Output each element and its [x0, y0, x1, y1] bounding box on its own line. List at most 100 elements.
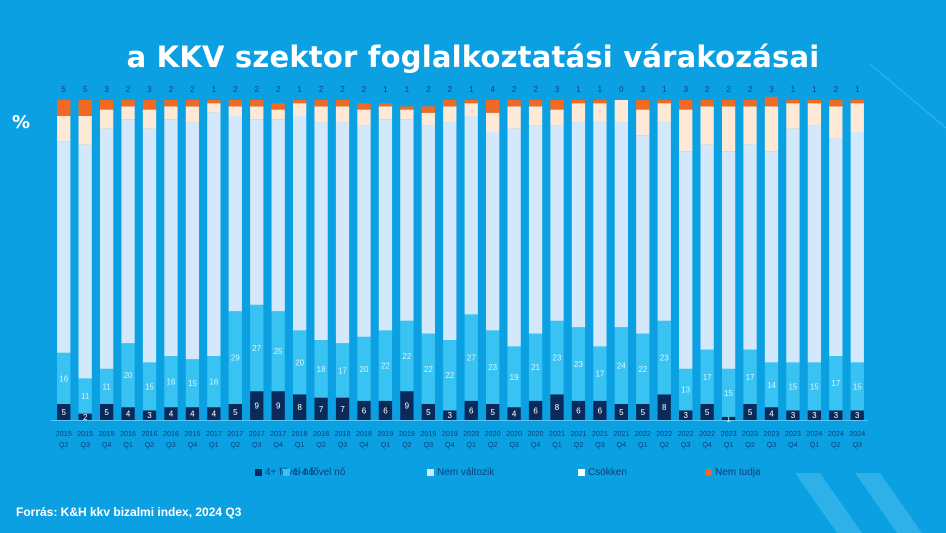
bar-segment-decrease: [207, 103, 221, 113]
x-tick-label-year: 2024: [828, 429, 844, 438]
bar-segment-decrease: [464, 103, 478, 116]
stacked-bar-chart: 51652015Q221152015Q351132015Q442022016Q1…: [26, 85, 868, 449]
x-tick-label-year: 2015: [56, 429, 72, 438]
bar-segment-no-change: [314, 122, 328, 341]
bar-segment-dont-know: [57, 100, 71, 116]
bar-segment-grow-1-4: [400, 320, 414, 392]
data-label: 9: [405, 402, 410, 411]
x-tick-label-quarter: Q3: [767, 440, 777, 449]
data-label: 3: [855, 411, 860, 420]
bar-stack: 9 22: [400, 106, 414, 420]
bar-segment-dont-know: [764, 96, 779, 107]
data-label: 22: [638, 365, 647, 374]
x-tick-label-year: 2019: [399, 429, 415, 438]
x-tick-label-quarter: Q2: [831, 440, 841, 449]
x-tick-label-quarter: Q1: [123, 440, 133, 449]
data-label: 7: [319, 405, 324, 414]
dont-know-label: 2: [319, 85, 324, 94]
bar-segment-no-change: [593, 122, 607, 347]
x-tick-label-quarter: Q4: [188, 440, 198, 449]
bar-segment-no-change: [721, 151, 736, 369]
bar-segment-decrease: [571, 103, 586, 123]
x-tick-label-quarter: Q4: [617, 440, 627, 449]
bar-segment-no-change: [528, 125, 543, 334]
bar-stack: 6 23: [571, 100, 586, 420]
dont-know-label: 1: [855, 85, 860, 94]
bar-segment-decrease: [593, 103, 607, 123]
bar-segment-no-change: [807, 125, 822, 363]
legend-swatch: [578, 469, 585, 476]
data-label: 16: [209, 378, 218, 387]
bar-segment-dont-know: [829, 100, 843, 107]
data-label: 6: [533, 406, 538, 415]
data-label: 27: [252, 344, 261, 353]
bar-segment-grow-4plus: [250, 391, 264, 420]
x-tick-label-year: 2023: [763, 429, 779, 438]
data-label: 22: [381, 362, 390, 371]
data-label: 15: [788, 382, 797, 391]
data-label: 4: [169, 410, 174, 419]
bar-segment-no-change: [743, 144, 757, 350]
bar-segment-no-change: [400, 119, 414, 321]
bar-segment-grow-4plus: [271, 391, 285, 420]
bar-stack: 1 15: [721, 100, 736, 423]
data-label: 20: [124, 371, 133, 380]
bar-segment-dont-know: [636, 100, 650, 110]
x-tick-label-year: 2017: [249, 429, 265, 438]
x-tick-label-year: 2022: [635, 429, 651, 438]
bar-segment-no-change: [357, 125, 371, 337]
bar-segment-decrease: [314, 106, 328, 123]
x-tick-label-year: 2018: [356, 429, 372, 438]
bar-stack: 6 20: [357, 103, 371, 420]
bar-segment-dont-know: [743, 100, 757, 107]
data-label: 4: [769, 410, 774, 419]
bar-segment-dont-know: [78, 100, 92, 116]
data-label: 5: [705, 408, 710, 417]
bar-segment-grow-4plus: [528, 400, 543, 420]
bar-segment-no-change: [185, 122, 200, 360]
data-label: 13: [681, 386, 690, 395]
x-tick-label-year: 2017: [227, 429, 243, 438]
bar-segment-grow-1-4: [314, 340, 328, 398]
data-label: 17: [703, 373, 712, 382]
x-tick-label-quarter: Q2: [316, 440, 326, 449]
dont-know-label: 2: [126, 85, 131, 94]
x-tick-label-quarter: Q3: [424, 440, 434, 449]
dont-know-label: 2: [190, 85, 195, 94]
bar-segment-dont-know: [400, 106, 414, 110]
bar-segment-grow-1-4: [228, 311, 242, 404]
dont-know-label: 1: [469, 85, 474, 94]
data-label: 29: [231, 354, 240, 363]
x-tick-label-quarter: Q3: [852, 440, 862, 449]
bar-stack: 4 20: [121, 100, 135, 420]
dont-know-label: 1: [598, 85, 603, 94]
data-label: 24: [617, 362, 626, 371]
dont-know-label: 0: [619, 85, 624, 94]
dont-know-label: 3: [555, 85, 560, 94]
dont-know-label: 2: [426, 85, 431, 94]
data-label: 23: [660, 354, 669, 363]
bar-stack: 8 23: [550, 100, 564, 420]
bar-segment-dont-know: [207, 100, 221, 104]
bar-segment-decrease: [721, 106, 736, 152]
bar-segment-decrease: [550, 109, 564, 126]
dont-know-label: 3: [641, 85, 646, 94]
bar-stack: 8 20: [292, 100, 307, 420]
bar-segment-grow-1-4: [528, 333, 543, 401]
x-tick-label-quarter: Q2: [59, 440, 69, 449]
data-label: 16: [167, 378, 176, 387]
bar-segment-decrease: [228, 106, 242, 116]
bar-stack: 2 11: [78, 100, 92, 422]
bar-segment-dont-know: [550, 100, 564, 110]
bar-segment-grow-4plus: [636, 404, 650, 420]
x-tick-label-year: 2021: [613, 429, 629, 438]
bar-segment-grow-1-4: [721, 368, 736, 417]
bar-segment-grow-4plus: [78, 413, 92, 420]
bar-segment-grow-4plus: [335, 397, 350, 420]
data-label: 19: [510, 373, 519, 382]
bar-segment-grow-1-4: [271, 311, 285, 392]
dont-know-label: 1: [383, 85, 388, 94]
data-label: 3: [834, 411, 839, 420]
bar-segment-grow-4plus: [593, 400, 607, 420]
data-label: 6: [383, 406, 388, 415]
